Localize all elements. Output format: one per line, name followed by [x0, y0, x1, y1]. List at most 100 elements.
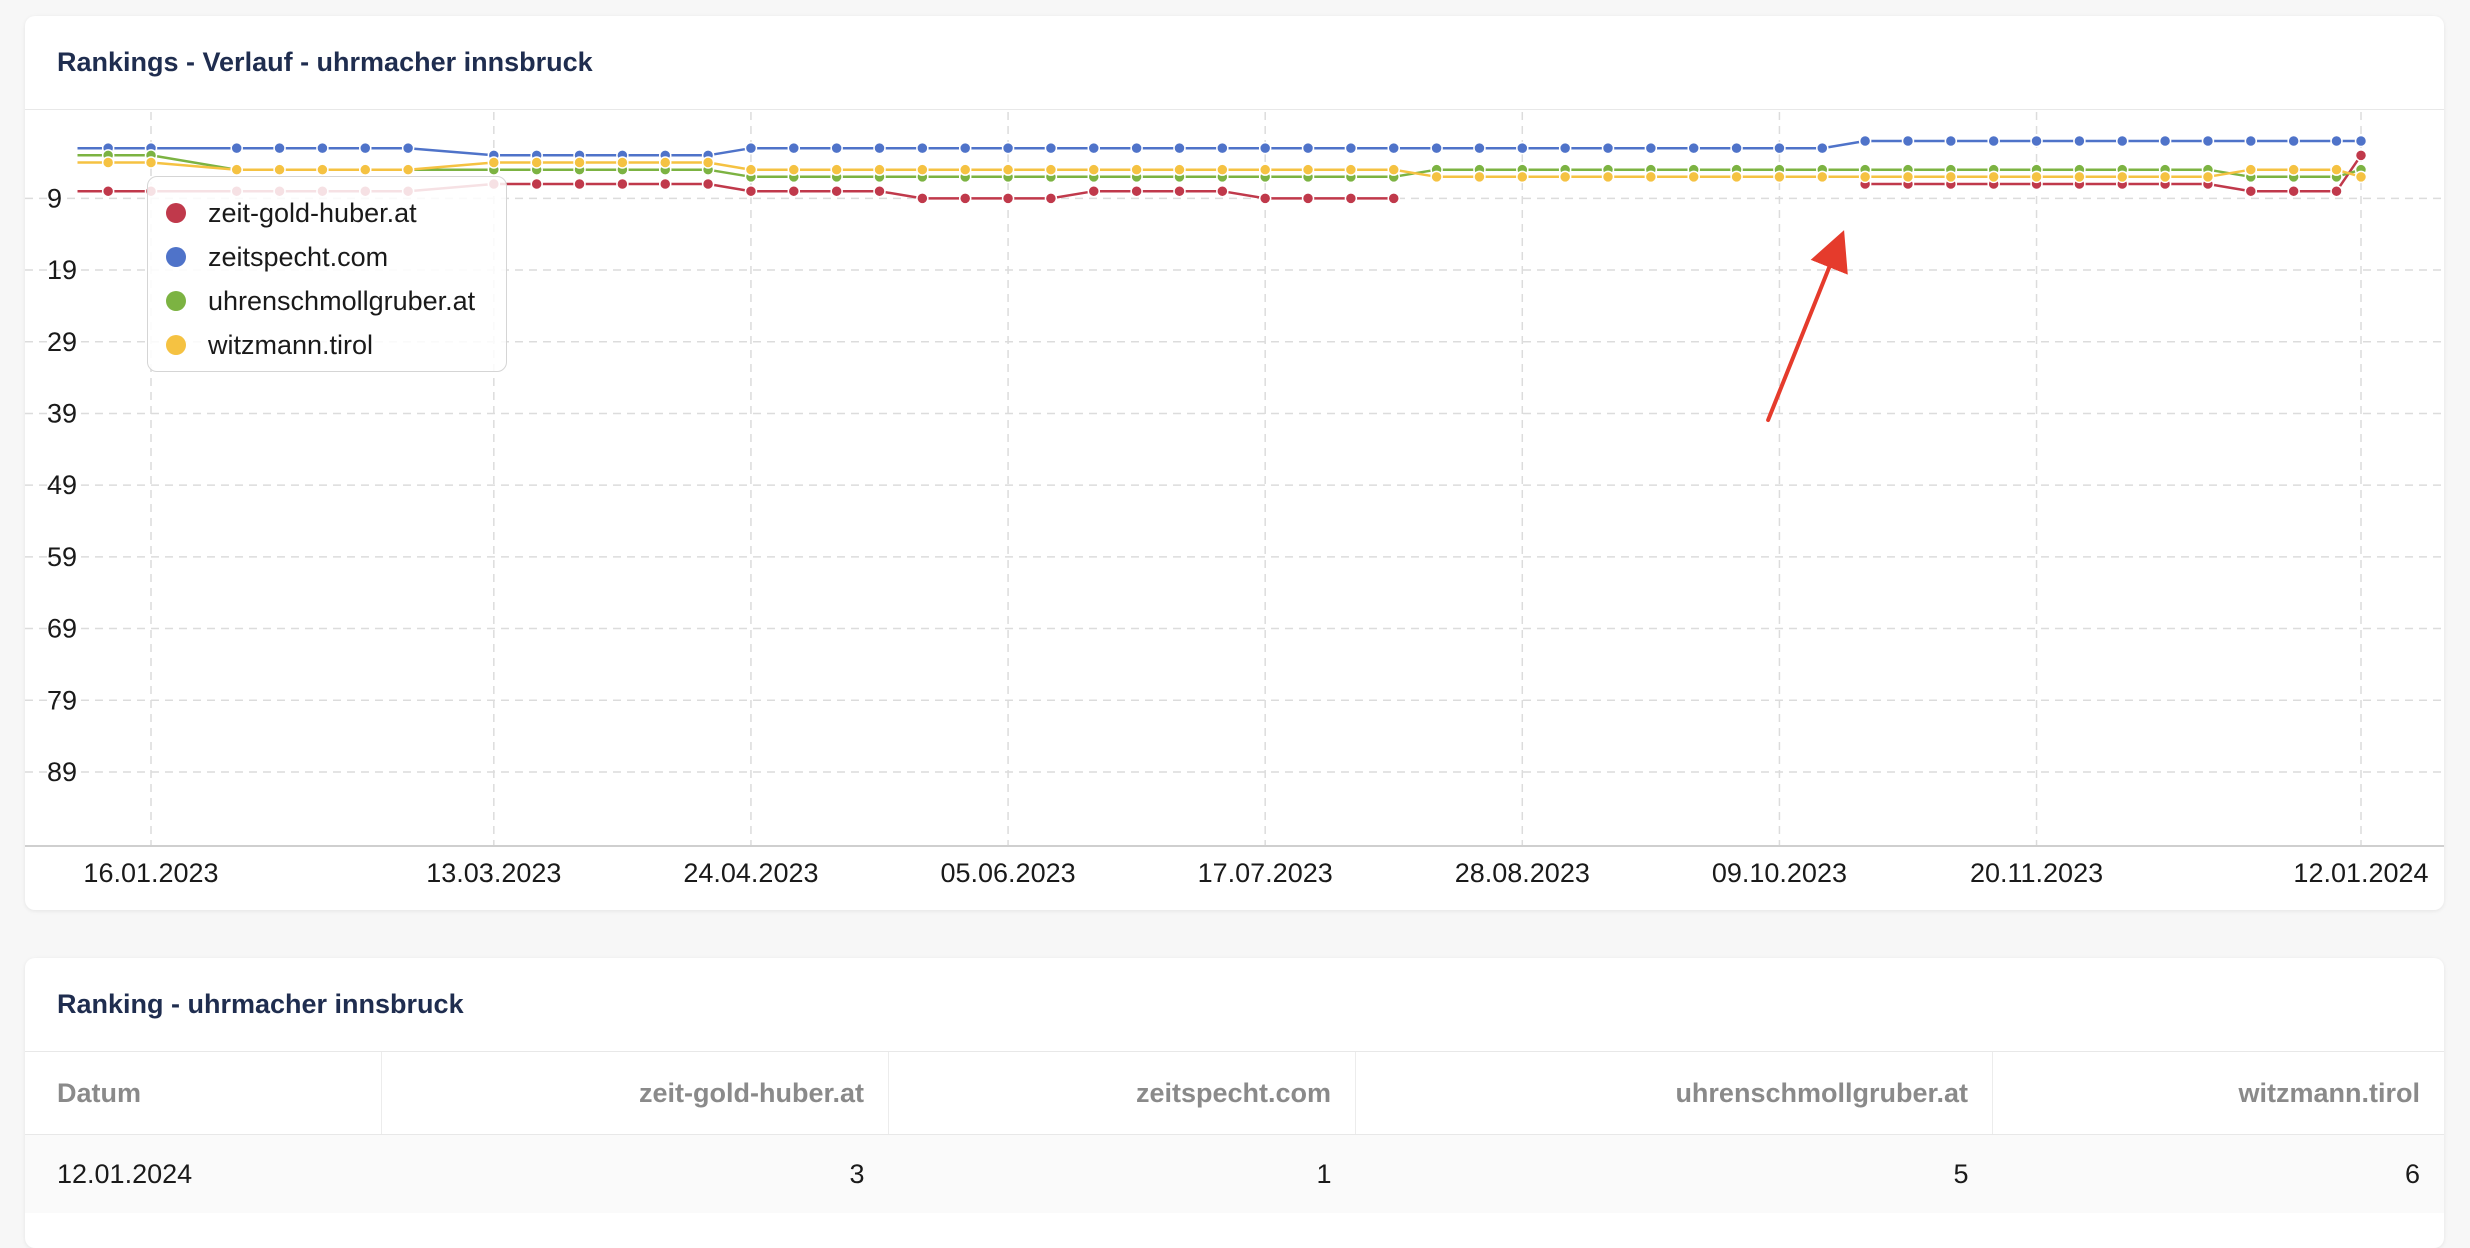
series-point-1 — [573, 177, 586, 191]
series-point-4 — [230, 163, 243, 176]
series-point-4 — [2287, 163, 2300, 176]
x-tick-label: 16.01.2023 — [83, 858, 218, 888]
series-point-2 — [401, 141, 415, 155]
y-tick-label: 69 — [47, 614, 77, 644]
series-point-4 — [359, 163, 372, 176]
series-point-4 — [2158, 170, 2172, 184]
series-point-2 — [316, 141, 329, 155]
series-point-4 — [1816, 170, 1829, 184]
series-line-1 — [1865, 154, 2363, 193]
x-tick-label: 13.03.2023 — [426, 858, 561, 888]
series-point-1 — [1258, 192, 1272, 205]
series-point-4 — [2330, 163, 2343, 176]
series-point-4 — [1858, 170, 1872, 184]
series-point-2 — [1730, 141, 1743, 155]
series-point-1 — [1130, 184, 1143, 198]
series-point-4 — [1558, 170, 1572, 184]
column-header-uhrenschmollgruber[interactable]: uhrenschmollgruber.at — [1355, 1052, 1993, 1135]
series-point-2 — [2073, 134, 2086, 148]
ranking-table: Datum zeit-gold-huber.at zeitspecht.com … — [25, 1052, 2444, 1213]
x-tick-label: 09.10.2023 — [1712, 858, 1847, 888]
y-tick-label: 9 — [47, 183, 62, 213]
series-point-1 — [1216, 184, 1229, 198]
legend-dot — [166, 247, 186, 267]
series-point-2 — [873, 141, 886, 155]
series-point-4 — [101, 156, 115, 169]
series-point-1 — [1301, 192, 1315, 205]
series-point-4 — [1901, 170, 1915, 184]
series-point-4 — [2354, 170, 2368, 184]
series-point-4 — [273, 163, 286, 176]
series-point-2 — [1173, 141, 1186, 155]
cell-rank-uhrenschmollgruber: 5 — [1355, 1134, 1993, 1213]
y-tick-label: 49 — [47, 470, 77, 500]
table-row: 12.01.2024 3 1 5 6 — [25, 1134, 2444, 1213]
series-point-4 — [1473, 170, 1486, 184]
series-point-2 — [2030, 134, 2043, 148]
series-point-2 — [1987, 134, 2000, 148]
series-point-4 — [1087, 163, 1101, 176]
column-header-zeit-gold-huber[interactable]: zeit-gold-huber.at — [381, 1052, 889, 1135]
series-point-2 — [1601, 141, 1615, 155]
series-point-2 — [1901, 134, 1915, 148]
y-tick-label: 89 — [47, 757, 77, 787]
series-point-1 — [658, 177, 672, 191]
series-point-2 — [1044, 141, 1058, 155]
series-point-2 — [1687, 141, 1700, 155]
series-point-2 — [2115, 134, 2129, 148]
series-point-4 — [487, 156, 501, 169]
x-tick-label: 05.06.2023 — [940, 858, 1075, 888]
x-tick-label: 24.04.2023 — [683, 858, 818, 888]
series-point-2 — [958, 141, 972, 155]
series-point-2 — [2244, 134, 2258, 148]
series-point-4 — [1516, 170, 1529, 184]
column-header-zeitspecht[interactable]: zeitspecht.com — [888, 1052, 1356, 1135]
ranking-table-card: Ranking - uhrmacher innsbruck Datum zeit… — [25, 958, 2444, 1248]
series-point-4 — [144, 156, 158, 169]
series-point-4 — [573, 156, 586, 169]
column-header-datum[interactable]: Datum — [25, 1052, 382, 1135]
series-point-4 — [2201, 170, 2215, 184]
chart-series — [77, 134, 2368, 205]
series-point-2 — [1344, 141, 1358, 155]
legend-item[interactable]: zeit-gold-huber.at — [166, 191, 506, 235]
x-tick-label: 20.11.2023 — [1970, 858, 2103, 888]
legend-item[interactable]: uhrenschmollgruber.at — [166, 279, 506, 323]
table-card-title: Ranking - uhrmacher innsbruck — [25, 958, 2444, 1052]
series-point-4 — [616, 156, 629, 169]
chart-card-title: Rankings - Verlauf - uhrmacher innsbruck — [25, 16, 2444, 110]
cell-rank-zeitspecht: 1 — [888, 1134, 1356, 1213]
y-tick-label: 19 — [47, 255, 77, 285]
series-point-2 — [830, 141, 843, 155]
series-point-2 — [916, 141, 929, 155]
series-point-1 — [1001, 192, 1015, 205]
series-point-1 — [701, 177, 715, 191]
series-point-1 — [2287, 184, 2300, 198]
chart-axes: 9 19 29 39 49 59 69 79 89 16.01.2023 13.03.2023 24.… — [25, 183, 2444, 888]
column-header-witzmann[interactable]: witzmann.tirol — [1992, 1052, 2444, 1135]
rankings-history-card: Rankings - Verlauf - uhrmacher innsbruck… — [25, 16, 2444, 910]
series-point-1 — [873, 184, 886, 198]
legend-label: uhrenschmollgruber.at — [208, 285, 476, 316]
series-point-4 — [2244, 163, 2258, 176]
series-point-2 — [787, 141, 801, 155]
series-point-4 — [916, 163, 929, 176]
series-point-4 — [658, 156, 672, 169]
series-point-4 — [1773, 170, 1786, 184]
y-tick-label: 79 — [47, 685, 77, 715]
legend-item[interactable]: zeitspecht.com — [166, 235, 506, 279]
series-point-2 — [1130, 141, 1143, 155]
series-point-2 — [1216, 141, 1229, 155]
series-point-2 — [1258, 141, 1272, 155]
cell-rank-witzmann: 6 — [1992, 1134, 2444, 1213]
series-point-1 — [1387, 192, 1400, 205]
series-point-2 — [2354, 134, 2368, 148]
series-point-4 — [1987, 170, 2000, 184]
cell-rank-zeit-gold-huber: 3 — [381, 1134, 889, 1213]
legend-item[interactable]: witzmann.tirol — [166, 323, 506, 367]
series-point-4 — [1601, 170, 1615, 184]
series-point-1 — [2244, 184, 2258, 198]
series-point-2 — [1816, 141, 1829, 155]
series-point-1 — [2354, 149, 2368, 162]
series-point-4 — [958, 163, 972, 176]
